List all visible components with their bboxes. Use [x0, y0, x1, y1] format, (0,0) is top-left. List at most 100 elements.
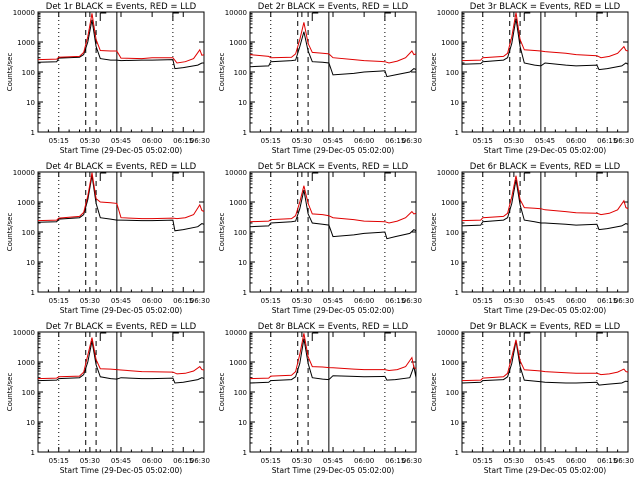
y-tick-label: 10000: [13, 329, 35, 337]
y-tick-label: 10: [450, 259, 459, 267]
y-tick-label: 10: [238, 99, 247, 107]
x-tick-label: 05:30: [504, 137, 524, 145]
y-axis-label: Counts/sec: [6, 53, 14, 92]
x-tick-label: 05:15: [49, 297, 69, 305]
lld-series-line: [461, 339, 629, 382]
lld-series-line: [37, 337, 205, 380]
x-tick-label: 06:30: [402, 297, 422, 305]
y-axis-label: Counts/sec: [430, 53, 438, 92]
y-tick-label: 100: [446, 69, 459, 77]
x-tick-label: 05:45: [535, 137, 555, 145]
y-tick-label: 10: [26, 99, 35, 107]
chart-title: Det 9r BLACK = Events, RED = LLD: [470, 322, 621, 332]
interval-bracket-mark: [384, 332, 391, 341]
x-tick-label: 05:45: [111, 297, 131, 305]
x-tick-label: 05:15: [261, 457, 281, 465]
y-tick-label: 1: [243, 129, 247, 137]
y-axis-label: Counts/sec: [218, 53, 226, 92]
y-tick-label: 10000: [437, 329, 459, 337]
y-tick-label: 1: [31, 289, 35, 297]
lld-series-line: [249, 333, 417, 380]
interval-bracket-mark: [172, 172, 179, 181]
chart-panel-1: Det 1r BLACK = Events, RED = LLD 1 10 100 10…: [6, 2, 210, 155]
x-tick-label: 05:45: [535, 297, 555, 305]
x-tick-label: 06:00: [354, 297, 374, 305]
interval-bracket-mark: [596, 12, 603, 21]
x-tick-label: 06:30: [614, 297, 634, 305]
events-series-line: [461, 179, 629, 231]
chart-panel-6: Det 6r BLACK = Events, RED = LLD 1 10 100 10…: [430, 162, 634, 315]
plot-frame: [37, 331, 205, 453]
x-tick-label: 05:30: [292, 137, 312, 145]
y-tick-label: 1000: [441, 359, 459, 367]
interval-bracket-mark: [523, 332, 531, 341]
y-tick-label: 10000: [437, 169, 459, 177]
x-axis-label: Start Time (29-Dec-05 05:02:00): [484, 466, 606, 475]
y-tick-label: 10000: [225, 329, 247, 337]
x-tick-label: 05:30: [292, 297, 312, 305]
chart-title: Det 3r BLACK = Events, RED = LLD: [470, 2, 621, 12]
events-series-line: [249, 31, 417, 78]
x-tick-label: 06:30: [402, 457, 422, 465]
plot-frame: [37, 11, 205, 133]
chart-panel-4: Det 4r BLACK = Events, RED = LLD 1 10 100 10…: [6, 162, 210, 315]
x-tick-label: 05:45: [535, 457, 555, 465]
chart-title: Det 7r BLACK = Events, RED = LLD: [46, 322, 197, 332]
events-series-line: [249, 189, 417, 240]
x-tick-label: 06:30: [190, 137, 210, 145]
y-tick-label: 1000: [441, 39, 459, 47]
events-series-line: [37, 340, 205, 384]
x-tick-label: 06:00: [354, 137, 374, 145]
lld-series-line: [249, 185, 417, 224]
x-tick-label: 05:30: [80, 137, 100, 145]
interval-bracket-mark: [311, 172, 319, 181]
lld-series-line: [461, 175, 629, 222]
chart-panel-2: Det 2r BLACK = Events, RED = LLD 1 10 100 10…: [218, 2, 422, 155]
y-tick-label: 10: [26, 419, 35, 427]
y-tick-label: 100: [234, 229, 247, 237]
x-tick-label: 05:15: [473, 297, 493, 305]
y-tick-label: 1: [455, 289, 459, 297]
y-tick-label: 1000: [229, 39, 247, 47]
x-tick-label: 06:15: [597, 457, 617, 465]
y-tick-label: 1: [31, 129, 35, 137]
events-series-line: [461, 18, 629, 71]
y-tick-label: 1000: [17, 359, 35, 367]
x-tick-label: 06:00: [566, 137, 586, 145]
y-axis-label: Counts/sec: [6, 213, 14, 252]
x-axis-label: Start Time (29-Dec-05 05:02:00): [484, 306, 606, 315]
y-axis-label: Counts/sec: [430, 213, 438, 252]
y-tick-label: 1000: [229, 199, 247, 207]
x-tick-label: 05:15: [49, 457, 69, 465]
x-tick-label: 05:15: [49, 137, 69, 145]
y-tick-label: 1000: [441, 199, 459, 207]
y-tick-label: 100: [234, 389, 247, 397]
chart-panel-9: Det 9r BLACK = Events, RED = LLD 1 10 100 10…: [430, 322, 634, 475]
y-axis-label: Counts/sec: [430, 373, 438, 412]
chart-title: Det 5r BLACK = Events, RED = LLD: [258, 162, 409, 172]
plot-frame: [249, 331, 417, 453]
y-tick-label: 1: [243, 289, 247, 297]
y-tick-label: 10000: [437, 9, 459, 17]
lld-series-line: [249, 22, 417, 64]
plot-frame: [461, 331, 629, 453]
x-tick-label: 06:15: [173, 457, 193, 465]
x-tick-label: 06:30: [402, 137, 422, 145]
y-tick-label: 10000: [225, 169, 247, 177]
y-tick-label: 1000: [17, 199, 35, 207]
x-tick-label: 05:30: [80, 457, 100, 465]
x-tick-label: 05:30: [504, 457, 524, 465]
x-tick-label: 05:45: [111, 457, 131, 465]
y-axis-label: Counts/sec: [218, 213, 226, 252]
x-axis-label: Start Time (29-Dec-05 05:02:00): [272, 146, 394, 155]
interval-bracket-mark: [596, 332, 603, 341]
y-tick-label: 10000: [225, 9, 247, 17]
x-tick-label: 05:45: [323, 297, 343, 305]
x-tick-label: 06:30: [614, 137, 634, 145]
interval-bracket-mark: [523, 172, 531, 181]
y-tick-label: 100: [446, 229, 459, 237]
x-tick-label: 05:30: [80, 297, 100, 305]
chart-title: Det 4r BLACK = Events, RED = LLD: [46, 162, 197, 172]
x-tick-label: 06:15: [597, 297, 617, 305]
